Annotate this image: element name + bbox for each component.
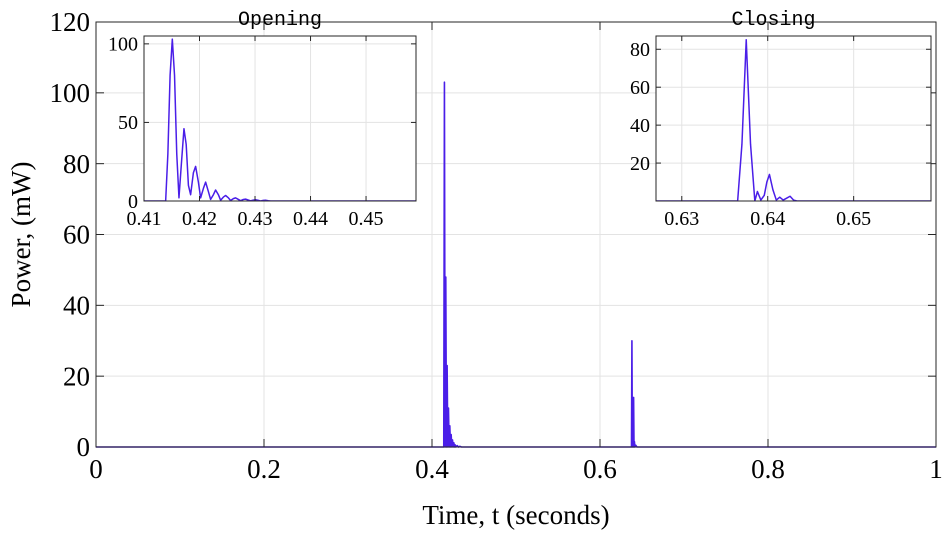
inset-closing-series-line: [656, 39, 931, 201]
inset-opening-x-tick-label: 0.41: [127, 208, 162, 230]
main-y-tick-label: 40: [63, 291, 90, 321]
inset-closing-y-tick-label: 20: [630, 153, 650, 175]
main-x-tick-label: 1: [929, 454, 943, 484]
inset-closing-y-tick-label: 40: [630, 115, 650, 137]
inset-closing-x-tick-label: 0.64: [750, 208, 785, 230]
main-series-line: [96, 81, 936, 448]
main-y-tick-label: 120: [50, 7, 91, 37]
inset-opening-y-tick-label: 0: [128, 191, 138, 213]
main-x-axis-label: Time, t (seconds): [422, 500, 609, 530]
inset-closing-axes-box: [655, 35, 932, 202]
inset-opening-y-tick-label: 50: [118, 112, 138, 134]
inset-opening-x-tick-label: 0.42: [182, 208, 217, 230]
main-x-tick-label: 0: [89, 454, 103, 484]
inset-opening-axes-box: [143, 35, 417, 202]
inset-opening-title: Opening: [238, 9, 322, 32]
main-y-tick-label: 60: [63, 220, 90, 250]
inset-opening-series-line: [144, 38, 416, 201]
inset-opening-x-tick-label: 0.43: [238, 208, 273, 230]
inset-opening-y-tick-label: 100: [108, 34, 138, 56]
main-y-tick-label: 20: [63, 361, 90, 391]
main-x-tick-label: 0.4: [415, 454, 449, 484]
inset-closing-y-tick-label: 80: [630, 39, 650, 61]
inset-closing-x-tick-label: 0.65: [836, 208, 871, 230]
main-x-tick-label: 0.6: [583, 454, 617, 484]
inset-closing-title: Closing: [731, 9, 815, 32]
inset-opening-background: [144, 36, 416, 201]
main-panel: 0 0.2 0.4 0.6 0.8 1 0 20 40 60 80 100 120 Time, t (se…: [6, 7, 943, 530]
main-x-tick-label: 0.8: [751, 454, 785, 484]
inset-closing-panel: 0.63 0.64 0.65 20 40 60 80 Closing: [630, 9, 932, 230]
main-y-tick-label: 80: [63, 149, 90, 179]
main-x-tick-label: 0.2: [247, 454, 281, 484]
main-y-axis-label: Power, (mW): [6, 162, 36, 308]
inset-opening-x-tick-label: 0.44: [293, 208, 328, 230]
main-y-tick-label: 100: [50, 78, 91, 108]
main-y-tick-label: 0: [77, 432, 91, 462]
inset-closing-y-tick-label: 60: [630, 77, 650, 99]
inset-opening-x-tick-label: 0.45: [349, 208, 384, 230]
inset-closing-x-tick-label: 0.63: [664, 208, 699, 230]
inset-closing-background: [656, 36, 931, 201]
inset-opening-panel: 0.41 0.42 0.43 0.44 0.45 0 50 100 Opening: [108, 9, 417, 230]
